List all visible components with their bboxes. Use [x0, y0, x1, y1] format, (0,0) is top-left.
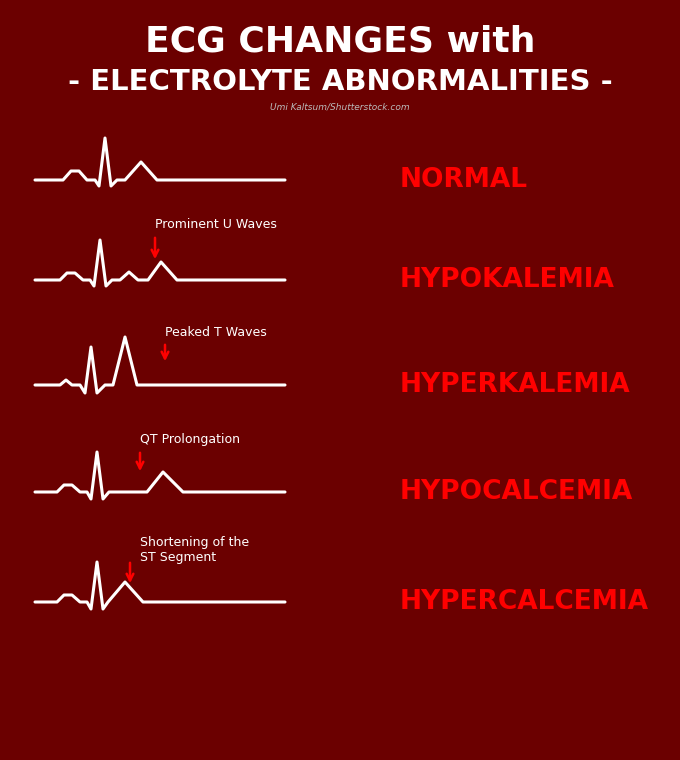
Text: HYPOCALCEMIA: HYPOCALCEMIA [400, 479, 633, 505]
Text: Prominent U Waves: Prominent U Waves [155, 219, 277, 232]
Text: HYPOKALEMIA: HYPOKALEMIA [400, 267, 615, 293]
Text: NORMAL: NORMAL [400, 167, 528, 193]
Text: HYPERKALEMIA: HYPERKALEMIA [400, 372, 630, 398]
Text: HYPERCALCEMIA: HYPERCALCEMIA [400, 589, 649, 615]
Text: QT Prolongation: QT Prolongation [140, 433, 240, 447]
Text: ECG CHANGES with: ECG CHANGES with [145, 25, 535, 59]
Text: Umi Kaltsum/Shutterstock.com: Umi Kaltsum/Shutterstock.com [270, 103, 410, 112]
Text: Shortening of the
ST Segment: Shortening of the ST Segment [140, 536, 249, 564]
Text: Peaked T Waves: Peaked T Waves [165, 325, 267, 338]
Text: - ELECTROLYTE ABNORMALITIES -: - ELECTROLYTE ABNORMALITIES - [67, 68, 613, 96]
